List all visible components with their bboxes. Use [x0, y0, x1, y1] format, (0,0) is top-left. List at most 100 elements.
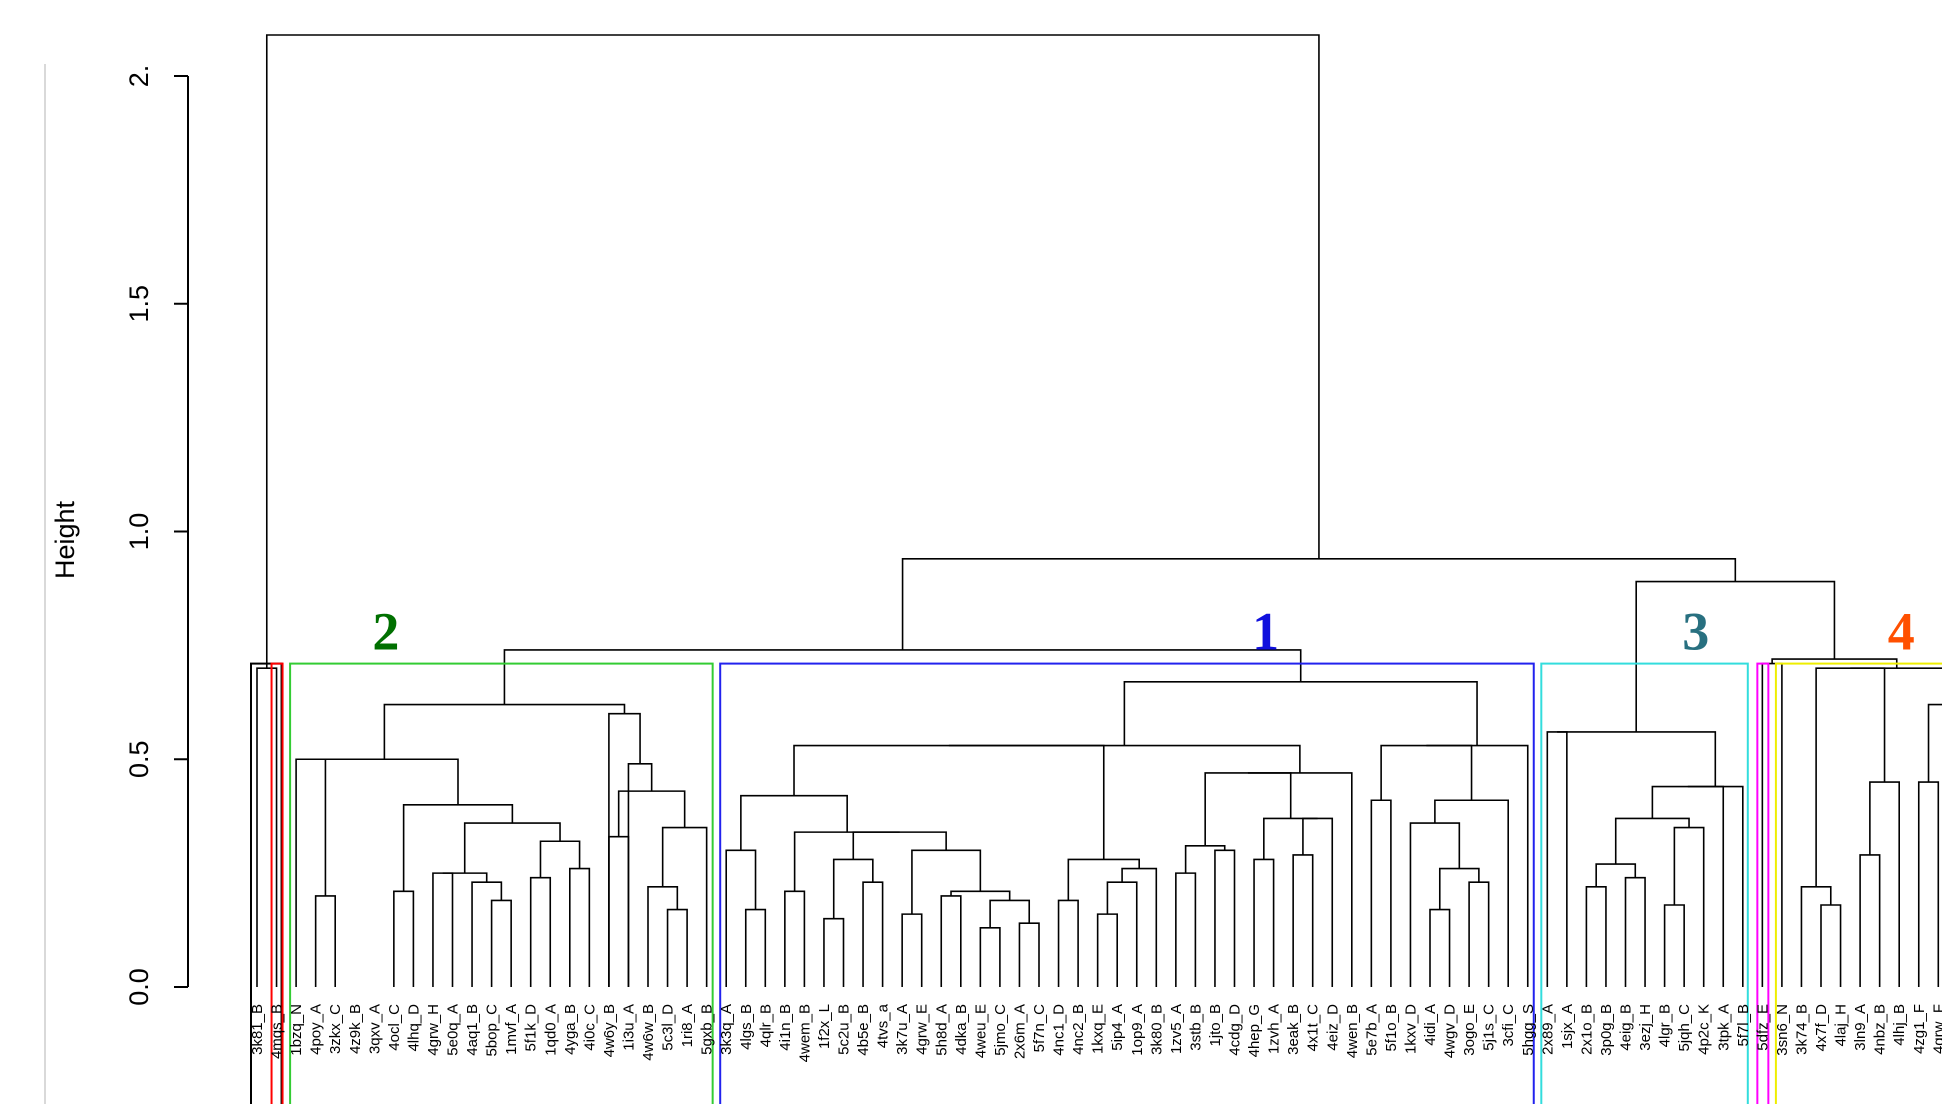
leaf-label: 1zvh_A	[1266, 1004, 1283, 1054]
dendrogram-branch	[784, 890, 806, 987]
dendrogram-branch	[901, 558, 1737, 650]
y-axis-title: Height	[50, 500, 80, 579]
dendrogram-branch	[1247, 772, 1353, 987]
dendrogram-branch	[1018, 922, 1040, 987]
dendrogram-branch	[1106, 881, 1138, 987]
dendrogram-branch	[1635, 580, 1836, 732]
leaf-label: 4yga_B	[562, 1004, 579, 1055]
leaf-label: 1bzq_N	[288, 1004, 305, 1056]
dendrogram-branch	[1859, 854, 1881, 987]
dendrogram-branch	[471, 881, 503, 987]
cluster-rectangle	[1756, 662, 1770, 1104]
dendrogram-branch	[793, 831, 900, 892]
leaf-label: 4lhq_D	[405, 1004, 422, 1052]
leaf-label: 1kxv_D	[1402, 1004, 1419, 1054]
dendrogram-branch	[1263, 817, 1318, 860]
leaf-label: 3ln9_A	[1852, 1004, 1869, 1051]
dendrogram-branch	[1380, 744, 1473, 801]
leaf-label: 5f1k_D	[523, 1004, 540, 1052]
y-axis: 0.0 0.5 1.0 1.5 2.	[124, 65, 189, 1006]
dendrogram-branch	[608, 712, 641, 987]
leaf-label: 4lhj_B	[1891, 1004, 1908, 1046]
leaf-label: 4lgr_B	[1657, 1004, 1674, 1047]
leaf-label: 4idi_A	[1422, 1004, 1439, 1046]
dendrogram-branch	[1850, 667, 1942, 669]
y-tick-label: 0.5	[124, 740, 154, 778]
dendrogram-branch	[265, 34, 1320, 669]
dendrogram-branch	[1204, 772, 1292, 846]
dendrogram-branch	[1927, 703, 1942, 783]
leaf-label: 4x7f_D	[1813, 1004, 1830, 1052]
leaf-label: 4laj_H	[1833, 1004, 1850, 1047]
leaf-label: 5f1o_B	[1383, 1004, 1400, 1052]
leaf-label: 5f7l_B	[1735, 1004, 1752, 1047]
leaf-labels: 3k81_B 4mqs_B 1bzq_N 4poy_A 3zkx_C 4z9k_B 3qxv…	[249, 1003, 1942, 1062]
dendrogram-branch	[1429, 908, 1451, 987]
leaf-label: 1mvf_A	[503, 1004, 520, 1055]
leaf-label: 4aq1_B	[464, 1004, 481, 1056]
leaf-label: 4ocl_C	[386, 1004, 403, 1051]
y-tick-label: 1.5	[124, 285, 154, 323]
dendrogram-branch	[862, 881, 884, 987]
leaf-label: 3p0g_B	[1598, 1004, 1615, 1056]
dendrogram-branch	[661, 826, 708, 987]
leaf-label: 4weu_E	[972, 1004, 989, 1058]
dendrogram-branch	[744, 908, 767, 987]
dendrogram-branch	[442, 872, 488, 883]
leaf-label: 5hgg_S	[1520, 1004, 1537, 1056]
cluster-label: 3	[1682, 602, 1709, 662]
leaf-label: 3ogo_E	[1461, 1004, 1478, 1056]
leaf-label: 5c2u_B	[836, 1004, 853, 1055]
dendrogram-branch	[901, 913, 923, 987]
dendrogram-branch	[1214, 849, 1236, 987]
cluster-rectangle	[289, 662, 714, 1104]
leaf-label: 2x6m_A	[1011, 1004, 1028, 1059]
dendrogram-branch	[1869, 781, 1900, 987]
dendrogram-branch	[832, 858, 874, 919]
leaf-label: 5e0q_A	[445, 1004, 462, 1056]
dendrogram-branch	[1624, 876, 1646, 987]
dendrogram-branch	[402, 804, 514, 892]
leaf-label: 4x1t_C	[1305, 1004, 1322, 1052]
dendrogram-branch	[1557, 731, 1717, 787]
dendrogram-branch	[1409, 822, 1461, 987]
leaf-label: 4nbz_B	[1872, 1004, 1889, 1055]
leaf-label: 1qd0_A	[542, 1004, 559, 1056]
dendrogram-branch	[1815, 667, 1886, 887]
leaf-label: 4grw_E	[914, 1004, 931, 1055]
leaf-label: 3qxv_A	[366, 1004, 383, 1054]
cluster-rectangle	[1540, 662, 1749, 1104]
leaf-label: 2x1o_B	[1578, 1004, 1595, 1055]
dendrogram-branch	[490, 899, 512, 987]
leaf-label: 1sjx_A	[1559, 1004, 1576, 1049]
leaf-label: 1op9_A	[1129, 1004, 1146, 1056]
dendrogram-branch	[314, 895, 336, 987]
leaf-label: 4lgs_B	[738, 1004, 755, 1050]
leaf-label: 5ip4_A	[1109, 1004, 1126, 1051]
leaf-label: 4hep_G	[1246, 1004, 1263, 1057]
leaf-label: 5j1s_C	[1481, 1004, 1498, 1051]
leaf-label: 4cdg_D	[1227, 1004, 1244, 1056]
dendrogram-branch	[1663, 904, 1685, 987]
cluster-rectangle	[270, 662, 284, 1104]
dendrogram-branch	[1917, 781, 1940, 987]
dendrogram-branch	[1585, 885, 1607, 987]
dendrogram-branch	[1761, 662, 1783, 987]
dendrogram-branch	[569, 867, 591, 987]
leaf-label: 2x89_A	[1539, 1004, 1556, 1055]
leaf-label: 4grw_H	[425, 1004, 442, 1056]
leaf-label: 4dka_B	[953, 1004, 970, 1055]
leaf-label: 3sn6_N	[1774, 1004, 1791, 1056]
dendrogram-branches	[256, 34, 1942, 987]
leaf-label: 4z9k_B	[347, 1004, 364, 1054]
dendrogram-branch	[529, 876, 552, 987]
dendrogram-branch	[666, 908, 688, 987]
dendrogram-branch	[1057, 899, 1079, 987]
leaf-label: 4nc2_B	[1070, 1004, 1087, 1055]
dendrogram-branch	[793, 744, 1105, 860]
leaf-label: 3eak_B	[1285, 1004, 1302, 1055]
cluster-rectangles	[250, 662, 1942, 1104]
dendrogram-branch	[1800, 885, 1832, 987]
cluster-rectangle	[719, 662, 1535, 1104]
